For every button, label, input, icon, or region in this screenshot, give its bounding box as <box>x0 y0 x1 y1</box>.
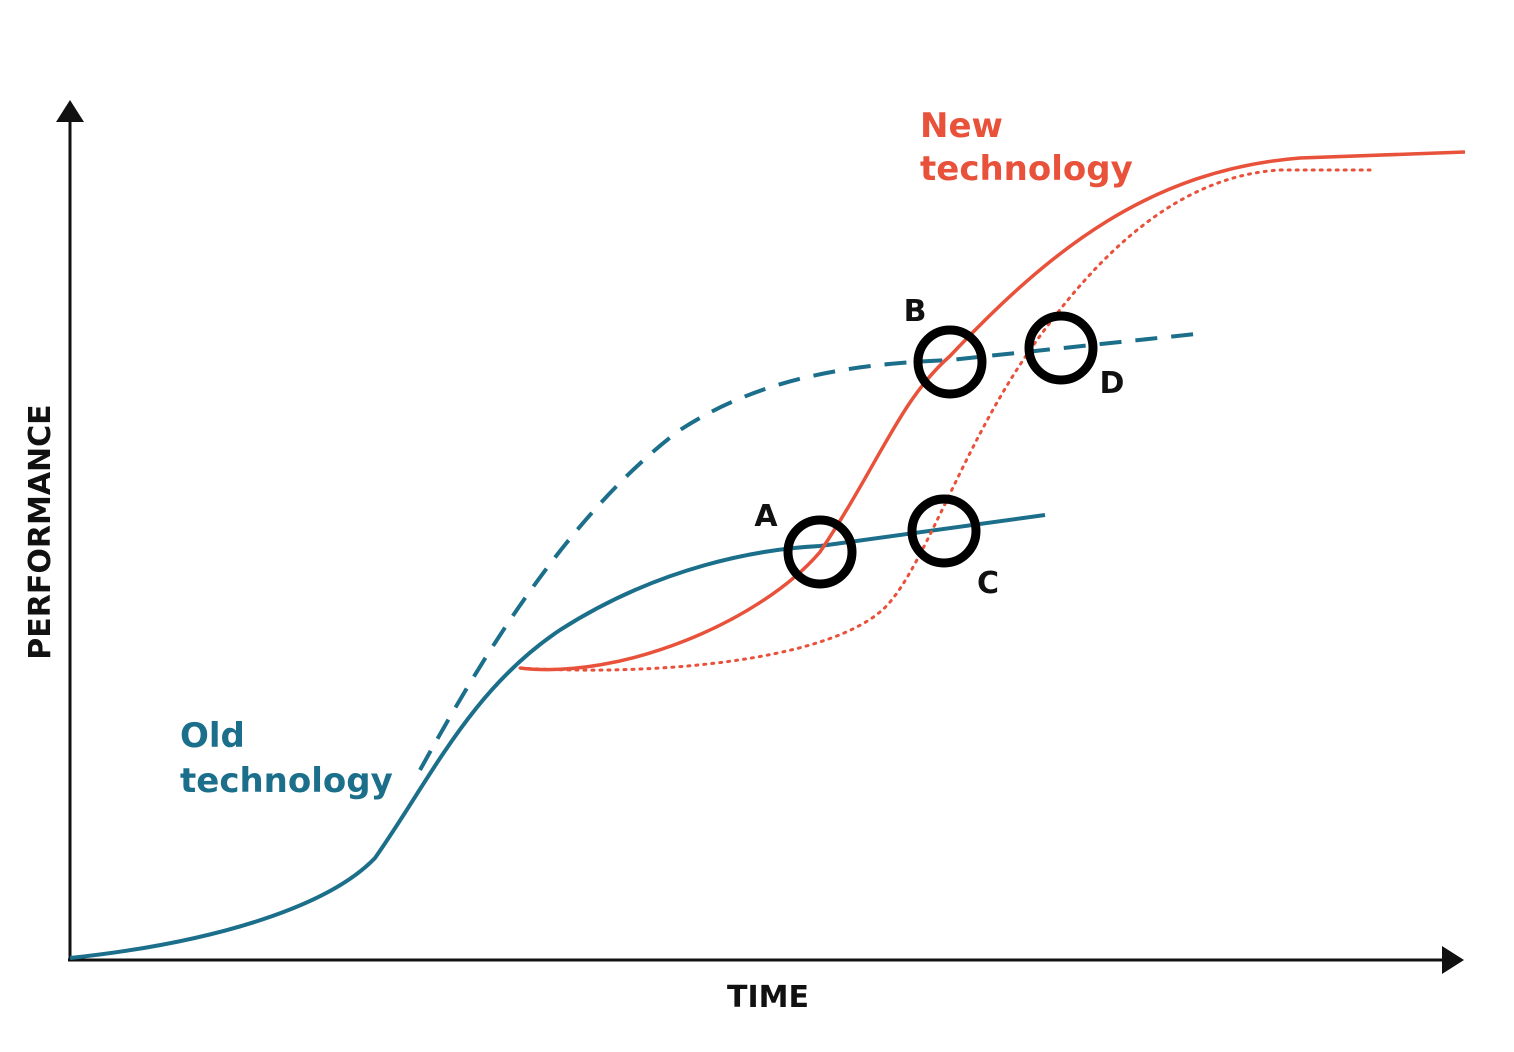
y-axis-label: PERFORMANCE <box>23 404 58 659</box>
curve-label: technology <box>180 761 393 801</box>
point-circle <box>907 494 981 568</box>
point-label: A <box>754 499 778 534</box>
point-circle <box>913 325 987 399</box>
new-technology-delayed-curve <box>518 168 1372 672</box>
point-label: B <box>904 294 927 329</box>
curve-label: Old <box>180 716 245 756</box>
new-technology-curve <box>519 150 1466 672</box>
curve-label: New <box>920 106 1003 146</box>
old-technology-curve <box>69 513 1046 960</box>
x-axis-label: TIME <box>727 980 809 1015</box>
curve-label: technology <box>920 149 1133 189</box>
point-circle <box>783 515 857 589</box>
old-technology-extended-curve <box>418 331 1206 771</box>
y-axis-arrow <box>56 100 84 122</box>
x-axis-arrow <box>1442 946 1464 974</box>
point-label: D <box>1100 366 1125 401</box>
point-label: C <box>977 566 999 601</box>
point-circle <box>1024 311 1098 385</box>
